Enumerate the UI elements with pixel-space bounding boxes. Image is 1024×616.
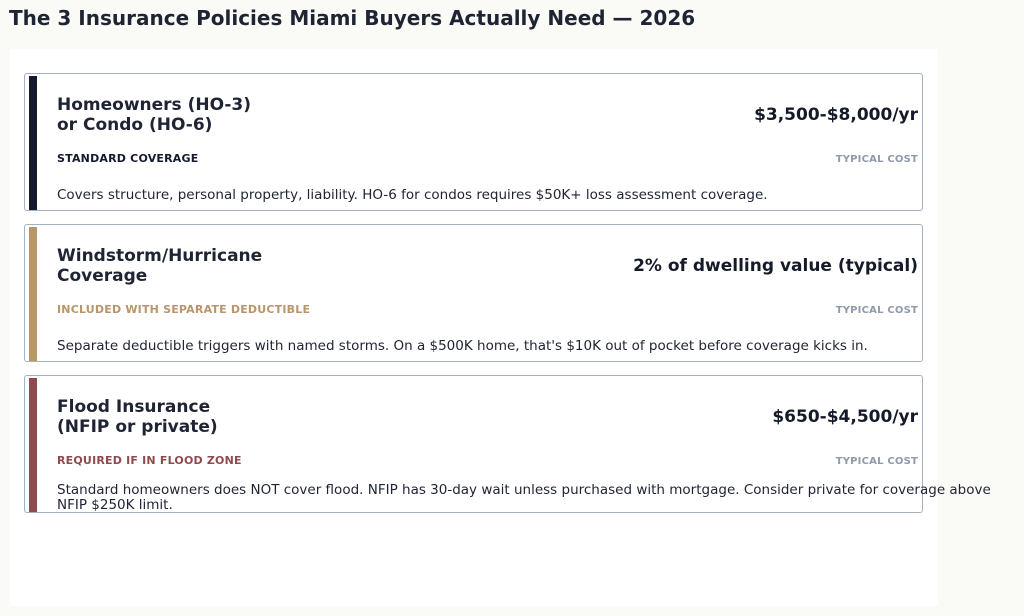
card-price: 2% of dwelling value (typical): [633, 256, 918, 276]
card-title: Homeowners (HO-3) or Condo (HO-6): [57, 95, 251, 135]
typical-cost-label: TYPICAL COST: [835, 305, 918, 316]
card-tag: INCLUDED WITH SEPARATE DEDUCTIBLE: [57, 303, 311, 316]
policy-card-homeowners: Homeowners (HO-3) or Condo (HO-6) $3,500…: [24, 73, 923, 211]
card-title-line1: Windstorm/Hurricane: [57, 246, 263, 266]
card-title: Flood Insurance (NFIP or private): [57, 397, 218, 437]
content-panel: Homeowners (HO-3) or Condo (HO-6) $3,500…: [10, 49, 991, 606]
card-description: Separate deductible triggers with named …: [57, 338, 868, 354]
card-accent-bar: [29, 76, 37, 210]
policy-card-windstorm: Windstorm/Hurricane Coverage 2% of dwell…: [24, 224, 923, 362]
card-title: Windstorm/Hurricane Coverage: [57, 246, 262, 286]
card-tag: STANDARD COVERAGE: [57, 152, 199, 165]
policy-card-flood: Flood Insurance (NFIP or private) $650-$…: [24, 375, 991, 513]
card-accent-bar: [29, 378, 37, 512]
card-price: $3,500-$8,000/yr: [754, 105, 918, 125]
card-title-line2: Coverage: [57, 266, 148, 286]
card-title-line1: Flood Insurance: [57, 397, 211, 417]
card-description: Standard homeowners does NOT cover flood…: [57, 482, 991, 513]
card-accent-bar: [29, 227, 37, 361]
card-title-line2: (NFIP or private): [57, 417, 218, 437]
typical-cost-label: TYPICAL COST: [835, 456, 918, 467]
card-title-line1: Homeowners (HO-3): [57, 95, 252, 115]
card-price: $650-$4,500/yr: [772, 407, 918, 427]
card-tag: REQUIRED IF IN FLOOD ZONE: [57, 454, 242, 467]
typical-cost-label: TYPICAL COST: [835, 154, 918, 165]
card-description: Covers structure, personal property, lia…: [57, 187, 768, 203]
page-title: The 3 Insurance Policies Miami Buyers Ac…: [9, 6, 696, 30]
card-title-line2: or Condo (HO-6): [57, 115, 213, 135]
